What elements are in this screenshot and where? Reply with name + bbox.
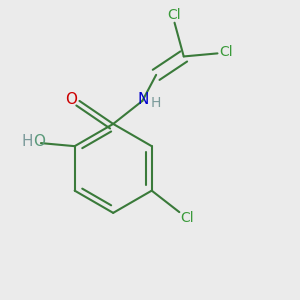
Text: N: N — [137, 92, 148, 107]
Text: H: H — [21, 134, 33, 149]
Text: O: O — [65, 92, 77, 107]
Text: Cl: Cl — [168, 8, 181, 22]
Text: Cl: Cl — [180, 211, 194, 225]
Text: O: O — [33, 134, 45, 149]
Text: H: H — [151, 96, 161, 110]
Text: Cl: Cl — [219, 45, 233, 59]
